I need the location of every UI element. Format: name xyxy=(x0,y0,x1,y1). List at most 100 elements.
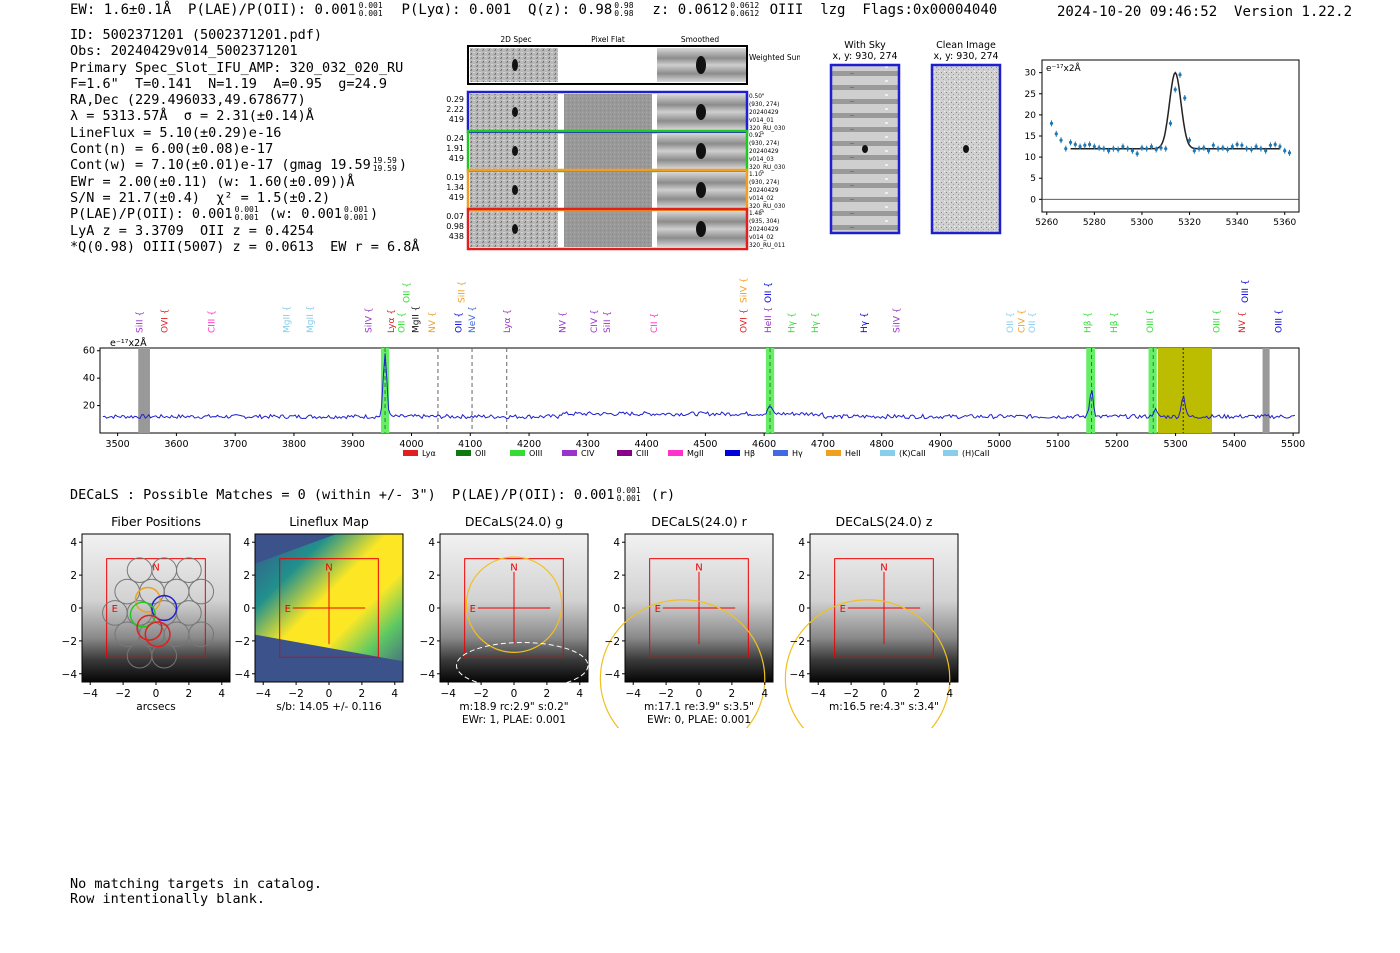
spectrum-unit-label: e⁻¹⁷x2Å xyxy=(110,337,147,349)
panel-ytick: 4 xyxy=(70,537,77,549)
spectrum-ytick: 20 xyxy=(83,401,95,412)
panel-title: DECaLS(24.0) g xyxy=(465,514,563,529)
line-marker-label: MgII { xyxy=(306,306,316,333)
line-marker-label-top: OIII { xyxy=(1241,279,1251,303)
fit-data-point xyxy=(1197,147,1201,151)
spectrum-xtick: 5100 xyxy=(1046,439,1070,450)
line-fit-chart: e⁻¹⁷x2Å 0 5 10 15 20 25 30 5260 5280 5300 5320 5340… xyxy=(1025,59,1300,228)
legend-swatch xyxy=(456,450,471,456)
panel-ytick: 0 xyxy=(243,603,250,615)
panel-caption: m:18.9 rc:2.9" s:0.2" xyxy=(459,701,568,713)
fit-data-point xyxy=(1078,144,1082,149)
cutout-meta: (930, 274) xyxy=(749,180,779,186)
decals-panel: DECaLS(24.0) z N E 4 2 0 −2 −4 −4 −2 0 2 4 m:16.5 re:… xyxy=(784,514,959,728)
east-label: E xyxy=(112,604,118,615)
spectrum-xtick: 4500 xyxy=(693,439,717,450)
panel-ytick: 2 xyxy=(798,570,805,582)
line-marker-label: Hβ { xyxy=(1110,312,1120,333)
fit-data-point xyxy=(1059,138,1063,142)
cutout-meta: 320_RU_030 xyxy=(749,165,786,171)
spectrum-plot-area xyxy=(99,347,1300,434)
legend-swatch xyxy=(617,450,632,456)
fit-ytick: 25 xyxy=(1025,90,1036,100)
panel-ytick: −2 xyxy=(605,636,620,648)
panel-title: Lineflux Map xyxy=(289,514,369,529)
fit-data-point xyxy=(1245,147,1249,151)
cutout-meta: v014_01 xyxy=(749,118,774,124)
flags-value: Flags:0x00004040 xyxy=(862,2,998,18)
search-box xyxy=(464,558,564,658)
cutout-stat: 438 xyxy=(449,232,464,241)
legend-label: CIII xyxy=(636,449,649,458)
fit-data-point xyxy=(1049,121,1054,125)
panel-xtick: 0 xyxy=(153,688,160,700)
fit-data-point xyxy=(1230,144,1234,149)
fit-data-point xyxy=(1159,146,1163,150)
decals-panel: DECaLS(24.0) r N E 4 2 0 −2 −4 −4 −2 0 2 4 m:17.1 re:… xyxy=(599,514,774,728)
cutout-stat: 0.19 xyxy=(446,173,464,182)
fit-data-point xyxy=(1254,144,1258,149)
legend-swatch xyxy=(773,450,788,456)
fiber-highlight xyxy=(136,614,163,641)
line-marker-label: CIII { xyxy=(208,310,218,333)
info-lya: LyA z = 3.3709 OII z = 0.4254 xyxy=(70,222,314,239)
panel-xtick: 2 xyxy=(359,688,366,700)
info-contn: Cont(n) = 6.00(±0.08)e-17 xyxy=(70,141,274,158)
north-label: N xyxy=(695,563,702,574)
panel-xtick: 2 xyxy=(729,688,736,700)
info-ewr: EWr = 2.00(±0.11) (w: 1.60(±0.09))Å xyxy=(70,173,355,190)
panel-caption: arcsecs xyxy=(136,701,175,713)
east-label: E xyxy=(840,604,846,615)
fit-ytick: 10 xyxy=(1025,153,1037,163)
line-marker-label: MgII { xyxy=(412,306,422,333)
cutout-meta: 20240429 xyxy=(749,149,779,155)
fiber-circle xyxy=(151,642,178,669)
spectra-cutouts: 2D Spec Pixel Flat Smoothed Weighted Sum… xyxy=(446,35,800,251)
fit-data-point xyxy=(1087,142,1092,147)
z-errors: 0.0612 0.0612 xyxy=(730,1,760,18)
line-marker-label: NV { xyxy=(1238,312,1248,333)
detection-info: ID: 5002371201 (5002371201.pdf) Obs: 2024… xyxy=(70,27,420,255)
panel-xtick: 2 xyxy=(914,688,921,700)
panel-ytick: 4 xyxy=(243,537,250,549)
cutout-stat: 0.29 xyxy=(446,95,464,104)
spectrum-xtick: 5300 xyxy=(1163,439,1187,450)
fit-data-point xyxy=(1126,147,1130,151)
legend-label: OIII xyxy=(529,449,542,458)
panel-title: DECaLS(24.0) z xyxy=(836,514,933,529)
fit-plot-area xyxy=(1041,59,1300,213)
line-name: OIII xyxy=(769,2,804,18)
legend-label: (K)CaII xyxy=(899,449,926,458)
legend-label: MgII xyxy=(687,449,704,458)
panel-xtick: −2 xyxy=(288,688,303,700)
line-marker-label: Hγ { xyxy=(788,312,798,333)
panel-ytick: −2 xyxy=(62,636,77,648)
with-sky-xy: x, y: 930, 274 xyxy=(832,51,897,62)
footer-line-1: No matching targets in catalog. xyxy=(70,876,322,892)
legend-label: (H)CaII xyxy=(962,449,989,458)
panel-ytick: 2 xyxy=(428,570,435,582)
east-label: E xyxy=(285,604,291,615)
line-marker-label: Hγ { xyxy=(811,312,821,333)
search-box xyxy=(834,558,934,658)
line-marker-label-top: OII { xyxy=(403,282,413,303)
plya-value: P(Lyα): 0.001 xyxy=(401,2,512,18)
fit-data-point xyxy=(1240,143,1244,147)
decals-panels: Fiber Positions N E 4 2 0 −2 −4 −4 −2 0 2 4 arcsecs Li… xyxy=(62,514,959,728)
info-contw: Cont(w) = 7.10(±0.01)e-17 (gmag 19.59 19.… xyxy=(70,156,407,174)
cutout-meta: 1.10" xyxy=(749,172,765,178)
fit-xtick: 5280 xyxy=(1083,218,1106,228)
decals-title: DECaLS : Possible Matches = 0 (within +/… xyxy=(70,486,676,504)
fit-data-point xyxy=(1154,147,1158,152)
line-marker-label: SiII { xyxy=(135,311,145,333)
panel-xtick: 2 xyxy=(186,688,193,700)
line-marker-label: OIII { xyxy=(1213,309,1223,333)
full-spectrum-chart: e⁻¹⁷x2Å SiII {OVI {CIII {MgII {MgII {SiI… xyxy=(83,277,1305,458)
fit-ytick: 15 xyxy=(1025,132,1036,142)
legend-label: OII xyxy=(475,449,486,458)
fit-data-point xyxy=(1273,142,1277,147)
panel-xtick: 0 xyxy=(511,688,518,700)
panel-ytick: −4 xyxy=(235,669,251,681)
cutout-stat: 0.24 xyxy=(446,134,464,143)
